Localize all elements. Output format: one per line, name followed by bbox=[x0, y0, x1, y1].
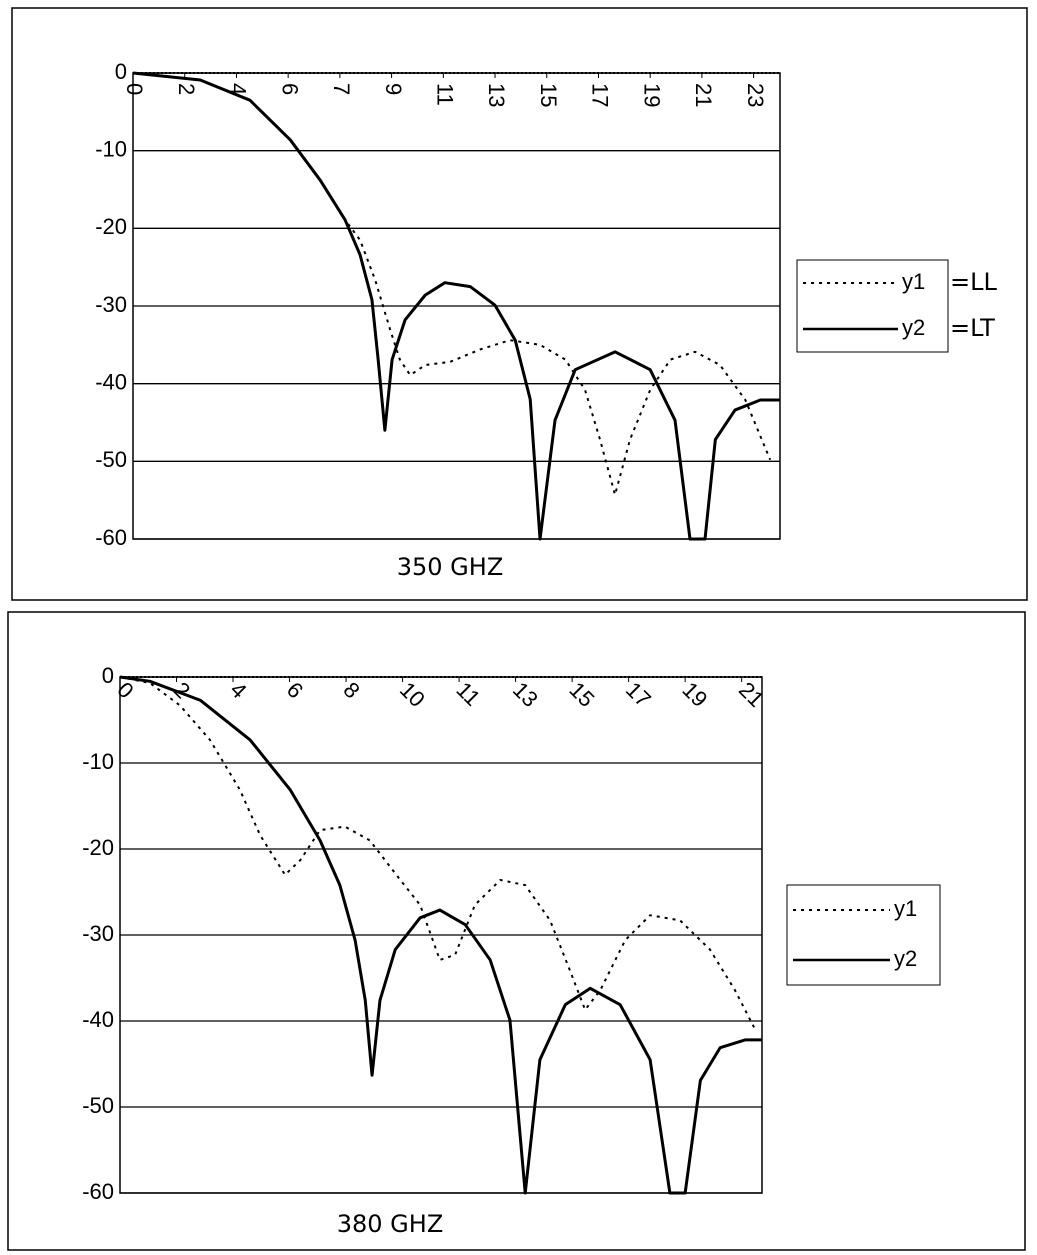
legend-box bbox=[786, 884, 941, 986]
x-tick-label: 15 bbox=[564, 677, 599, 712]
x-tick-label: 23 bbox=[743, 83, 768, 107]
y-tick-label: -50 bbox=[82, 1093, 114, 1118]
y-tick-label: -20 bbox=[82, 835, 114, 860]
data-line bbox=[132, 71, 780, 541]
y-tick-label: 0 bbox=[102, 663, 114, 688]
y-tick-label: -40 bbox=[95, 369, 127, 394]
x-tick-label: 9 bbox=[381, 83, 406, 95]
x-tick-label: 11 bbox=[451, 677, 485, 711]
x-tick-label: 17 bbox=[621, 677, 656, 712]
y-tick-label: -50 bbox=[95, 447, 127, 472]
legend-label: y1 bbox=[902, 269, 925, 294]
x-tick-label: 21 bbox=[691, 83, 716, 107]
x-tick-label: 15 bbox=[536, 83, 561, 107]
y-tick-label: -40 bbox=[82, 1007, 114, 1032]
x-tick-label: 0 bbox=[112, 677, 138, 703]
y-tick-label: -30 bbox=[82, 921, 114, 946]
x-tick-label: 2 bbox=[174, 83, 199, 95]
legend-box bbox=[796, 259, 949, 353]
x-tick-label: 13 bbox=[508, 677, 543, 712]
x-tick-label: 0 bbox=[122, 83, 147, 95]
chart-frame bbox=[11, 7, 1028, 601]
legend-note: =LL bbox=[950, 268, 997, 296]
y-tick-label: -10 bbox=[82, 749, 114, 774]
y-tick-label: -30 bbox=[95, 292, 127, 317]
legend-note: =LT bbox=[950, 314, 995, 342]
x-tick-label: 17 bbox=[588, 83, 613, 107]
x-tick-label: 7 bbox=[329, 83, 354, 95]
data-line bbox=[119, 675, 762, 1195]
x-tick-label: 21 bbox=[734, 677, 769, 712]
x-tick-label: 11 bbox=[432, 83, 457, 106]
legend-label: y2 bbox=[902, 315, 925, 340]
data-line bbox=[119, 676, 757, 1031]
y-tick-label: -10 bbox=[95, 136, 127, 161]
x-tick-label: 6 bbox=[277, 83, 302, 95]
x-tick-label: 4 bbox=[225, 677, 251, 703]
x-axis-title: 380 GHZ bbox=[337, 1210, 444, 1238]
x-tick-label: 19 bbox=[639, 83, 664, 107]
y-tick-label: -60 bbox=[82, 1179, 114, 1204]
legend-label: y2 bbox=[894, 946, 917, 971]
x-tick-label: 10 bbox=[395, 677, 430, 712]
y-tick-label: 0 bbox=[115, 59, 127, 84]
x-tick-label: 8 bbox=[338, 677, 364, 703]
x-tick-label: 19 bbox=[677, 677, 712, 712]
x-tick-label: 13 bbox=[484, 83, 509, 107]
y-tick-label: -60 bbox=[95, 525, 127, 550]
x-axis-title: 350 GHZ bbox=[397, 553, 504, 581]
x-tick-label: 6 bbox=[282, 677, 308, 703]
chart-frame bbox=[7, 611, 1026, 1251]
data-line bbox=[132, 72, 772, 496]
legend-label: y1 bbox=[894, 896, 917, 921]
y-tick-label: -20 bbox=[95, 214, 127, 239]
